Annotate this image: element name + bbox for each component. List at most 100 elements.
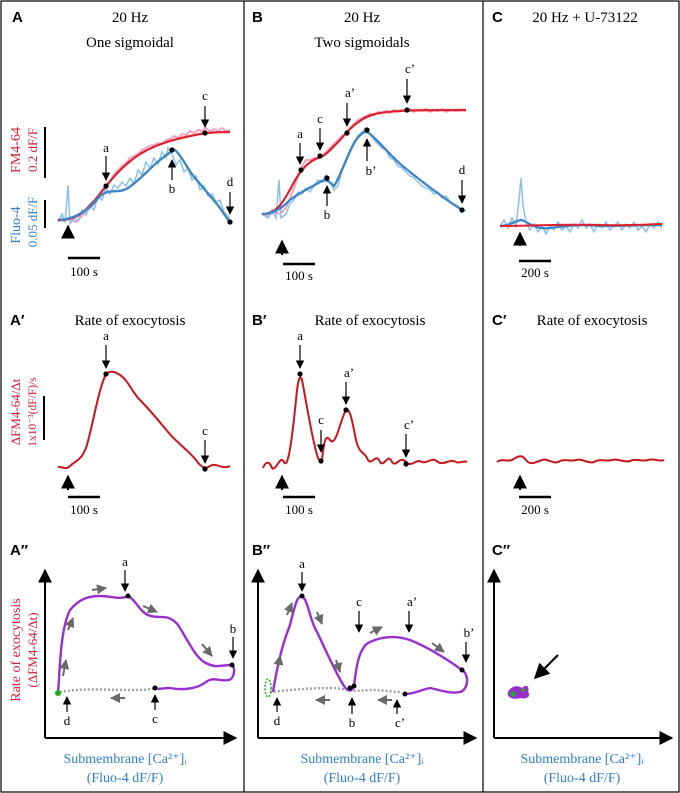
A-prime-time-label: 100 s <box>70 502 98 517</box>
A-prime-point-a <box>103 371 109 377</box>
panel-letter-B-dprime: B″ <box>252 542 270 559</box>
B-dprime-label-c-prime: c’ <box>395 715 405 730</box>
A-dprime-label-a: a <box>122 554 128 569</box>
C-prime-title: Rate of exocytosis <box>537 313 648 329</box>
col-B-title-1: 20 Hz <box>344 10 381 26</box>
C-dprime-arrow <box>533 654 559 680</box>
B-label-c: c <box>317 111 323 126</box>
B-dprime-dir-6 <box>431 642 445 653</box>
fm-axis-label: FM4-64 <box>9 127 24 173</box>
A-dprime-x-label-1: Submembrane [Ca²⁺]ᵢ <box>63 752 187 767</box>
B-dprime-label-a-prime: a’ <box>407 594 417 609</box>
A-fluo-fit <box>59 148 231 223</box>
B-label-b-prime: b’ <box>366 163 377 178</box>
col-C-title: 20 Hz + U-73122 <box>532 10 638 26</box>
fluo-axis-label: Fluo-4 <box>9 206 24 243</box>
B-dprime-x-label-2: (Fluo-4 dF/F) <box>324 771 401 786</box>
C-time-label: 200 s <box>521 265 549 280</box>
B-prime-point-c <box>318 458 324 464</box>
A-dprime-dir-3 <box>91 584 107 595</box>
B-prime-label-a-prime: a’ <box>344 365 354 380</box>
panel-B-traces <box>261 107 467 221</box>
B-prime-time-label: 100 s <box>285 502 313 517</box>
B-dprime-loop <box>264 593 469 698</box>
C-prime-rate <box>496 455 665 465</box>
B-dprime-x-label-1: Submembrane [Ca²⁺]ᵢ <box>300 752 424 767</box>
C-fluo-raw <box>499 177 663 236</box>
panel-letter-A-prime: A′ <box>10 312 25 329</box>
A-prime-point-c <box>202 466 208 472</box>
rate-axis-label: ΔFM4-64/Δt <box>8 378 23 445</box>
panel-A-traces <box>57 126 233 227</box>
A-prime-label-c: c <box>202 423 208 438</box>
B-dprime-label-a: a <box>299 556 305 571</box>
C-dprime-x-label-2: (Fluo-4 dF/F) <box>544 771 621 786</box>
B-prime-point-c-prime <box>403 461 409 467</box>
A-dprime-loop <box>55 593 236 696</box>
panel-letter-A-dprime: A″ <box>10 542 28 559</box>
B-prime-point-a-prime <box>343 407 349 413</box>
A-dprime-dir-4 <box>142 603 158 614</box>
A-dprime-dir-2 <box>64 617 75 631</box>
B-prime-label-a: a <box>297 328 303 343</box>
B-dprime-label-b: b <box>349 715 356 730</box>
col-B-title-2: Two sigmoidals <box>314 35 409 51</box>
B-fm-fit <box>261 108 467 216</box>
panel-C-traces <box>499 177 663 236</box>
phase-y-label-2: (ΔFM4-64/Δt) <box>25 612 40 687</box>
A-dprime-x-label-2: (Fluo-4 dF/F) <box>87 771 164 786</box>
B-dprime-dir-4 <box>332 659 342 673</box>
B-fluo-fit <box>261 130 463 216</box>
C-dprime-x-label-1: Submembrane [Ca²⁺]ᵢ <box>520 752 644 767</box>
A-dprime-label-c: c <box>152 711 158 726</box>
panel-letter-C-dprime: C″ <box>492 542 510 559</box>
B-dprime-label-c: c <box>356 594 362 609</box>
B-label-d: d <box>459 162 466 177</box>
fluo-scale-label: 0.05 dF/F <box>25 197 40 248</box>
B-prime-title: Rate of exocytosis <box>315 313 426 329</box>
B-fm-raw <box>261 107 467 218</box>
B-dprime-dir-3 <box>313 611 324 625</box>
C-fm-fit <box>499 223 663 227</box>
C-prime-time-label: 200 s <box>521 502 549 517</box>
A-prime-label-a: a <box>103 328 109 343</box>
A-dprime-label-d: d <box>64 713 71 728</box>
B-time-label: 100 s <box>285 268 313 283</box>
B-label-b: b <box>324 207 331 222</box>
A-dprime-label-b: b <box>230 621 237 636</box>
A-label-c: c <box>202 88 208 103</box>
B-prime-rate <box>262 376 468 470</box>
A-dprime-dir-5 <box>201 643 213 657</box>
B-fluo-raw <box>261 126 467 221</box>
B-dprime-dir-2 <box>283 602 294 616</box>
panel-letter-C-prime: C′ <box>492 312 507 329</box>
B-dprime-label-b-prime: b’ <box>464 625 475 640</box>
B-dprime-label-d: d <box>274 713 281 728</box>
B-label-a-prime: a’ <box>345 85 355 100</box>
B-prime-point-a <box>297 371 303 377</box>
phase-y-label-1: Rate of exocytosis <box>9 598 24 701</box>
B-label-a: a <box>297 126 303 141</box>
A-label-a: a <box>103 140 109 155</box>
fm-scale-label: 0.2 dF/F <box>25 128 40 172</box>
A-prime-rate <box>57 370 231 470</box>
panel-letter-C: C <box>492 9 503 26</box>
B-dprime-dir-1 <box>273 655 284 669</box>
panel-letter-A: A <box>12 9 23 26</box>
A-prime-title: Rate of exocytosis <box>75 313 186 329</box>
panel-letter-B-prime: B′ <box>252 312 267 329</box>
B-label-c-prime: c’ <box>405 61 415 76</box>
col-A-title-2: One sigmoidal <box>86 35 174 51</box>
C-dprime-cluster <box>507 685 530 699</box>
A-dprime-dir-1 <box>59 659 70 677</box>
col-A-title-1: 20 Hz <box>112 10 149 26</box>
B-dprime-dir-5 <box>369 626 383 636</box>
A-label-b: b <box>169 181 176 196</box>
A-time-label: 100 s <box>70 264 98 279</box>
B-prime-label-c-prime: c’ <box>404 417 414 432</box>
A-label-d: d <box>227 174 234 189</box>
B-prime-label-c: c <box>318 412 324 427</box>
rate-scale-label: 1x10⁻³(dF/F)/s <box>27 377 39 447</box>
